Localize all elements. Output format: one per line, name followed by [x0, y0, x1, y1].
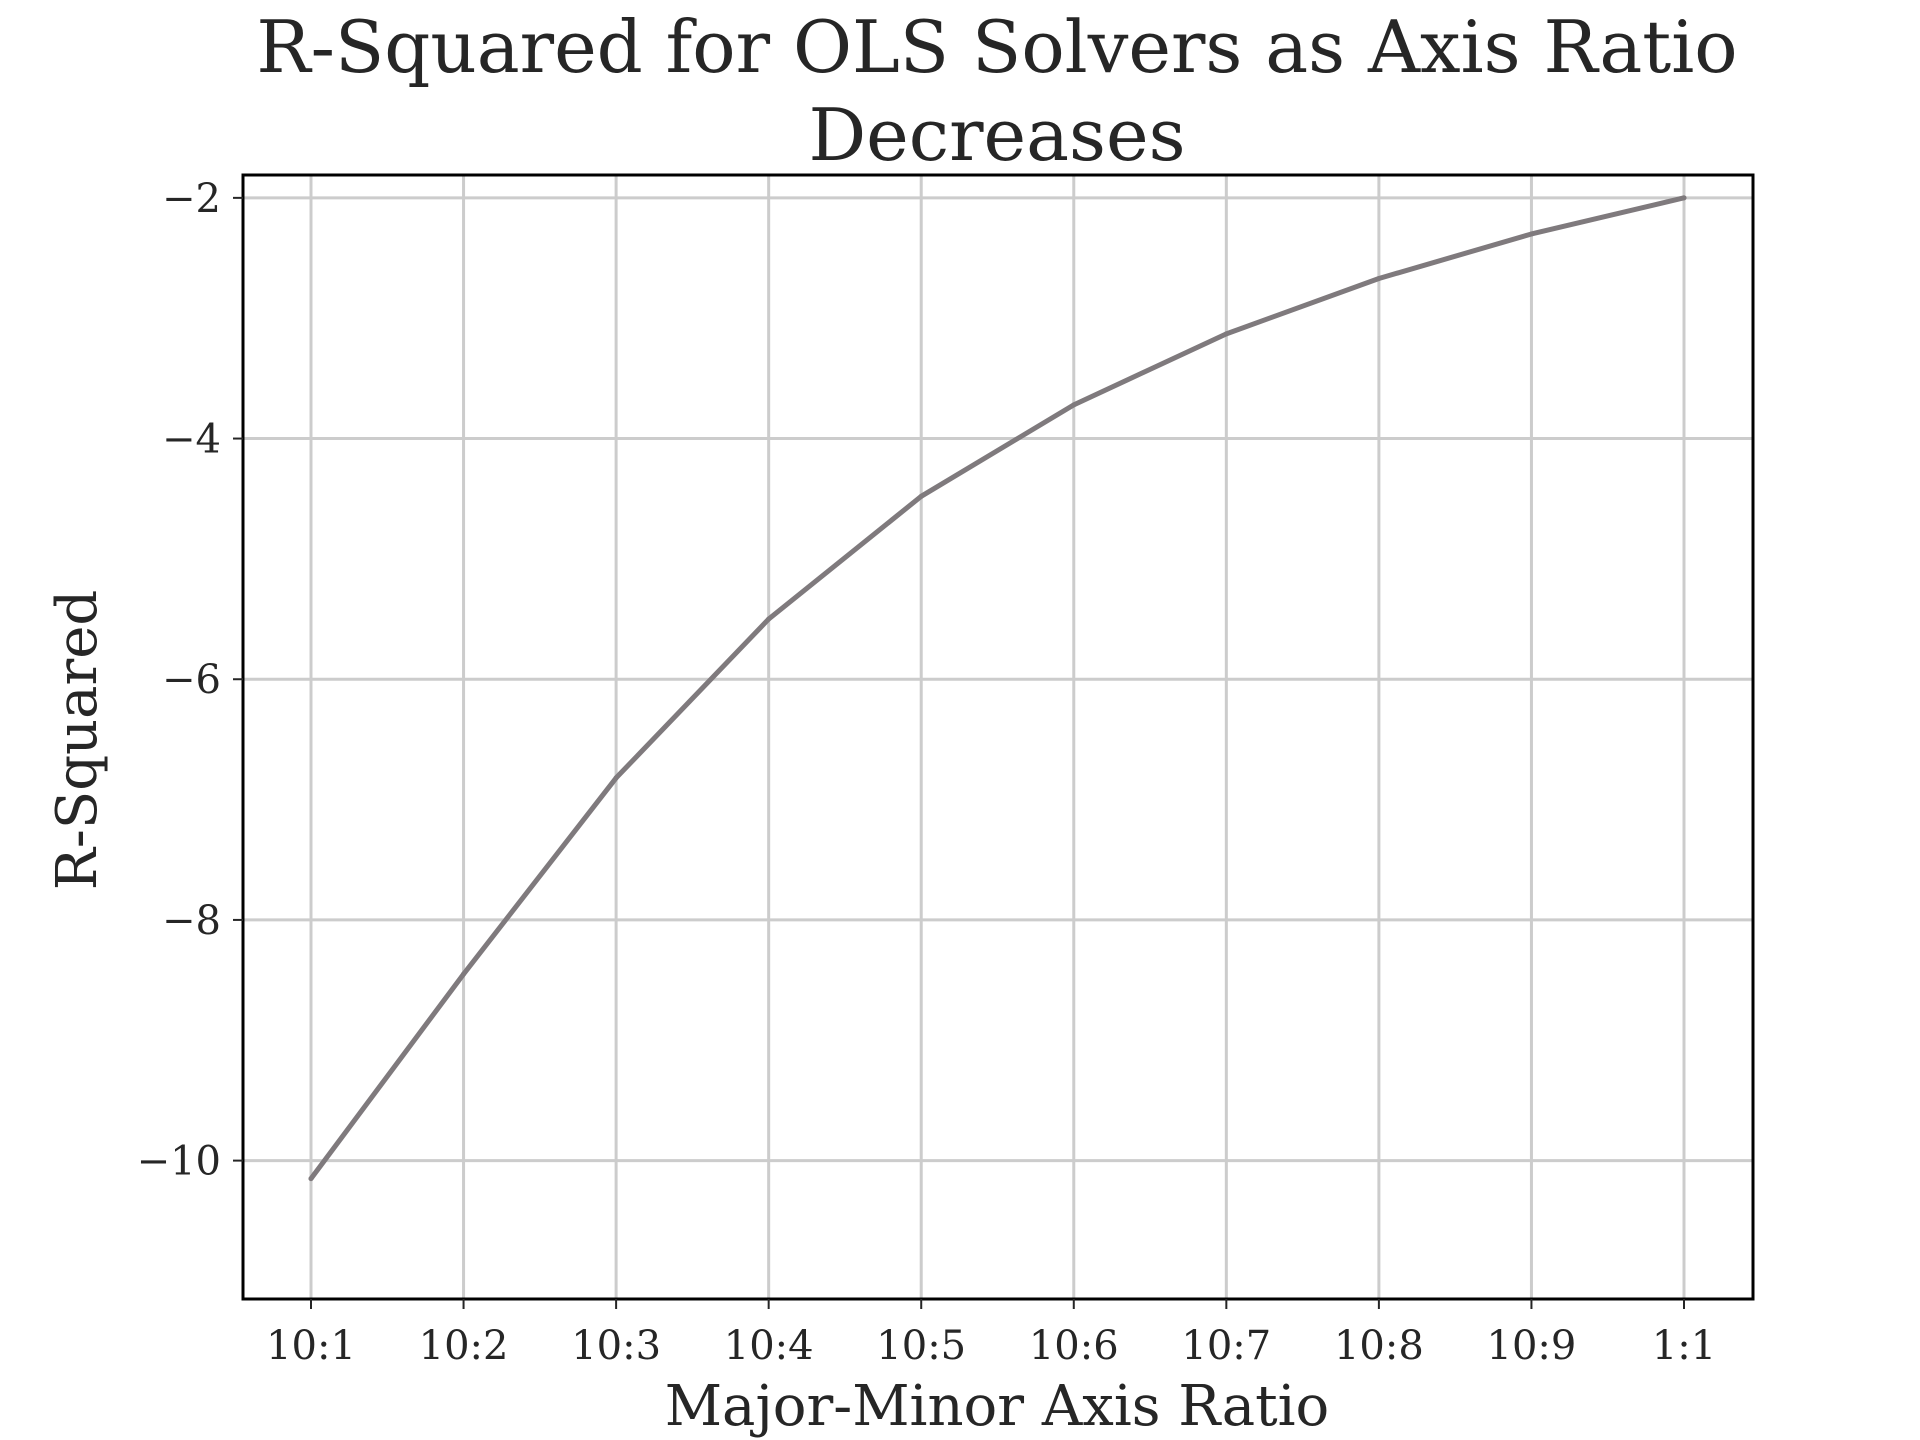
y-tick-label: −4	[162, 417, 221, 463]
x-tick-label: 10:5	[876, 1323, 966, 1369]
x-tick-label: 10:6	[1029, 1323, 1119, 1369]
data-point	[1223, 331, 1229, 337]
x-tick-label: 10:8	[1334, 1323, 1424, 1369]
x-tick-label: 10:4	[724, 1323, 814, 1369]
data-point	[918, 493, 924, 499]
x-tick-label: 10:3	[571, 1323, 661, 1369]
x-axis-ticks: 10:1 10:2 10:3 10:4 10:5 10:6 10:7 10:8 10:9 1:1	[266, 1299, 1716, 1369]
data-point	[1376, 275, 1382, 281]
x-tick-label: 1:1	[1652, 1323, 1716, 1369]
data-point	[766, 616, 772, 622]
x-tick-label: 10:9	[1487, 1323, 1577, 1369]
y-tick-label: −6	[162, 657, 221, 703]
x-tick-label: 10:1	[266, 1323, 356, 1369]
plot-area-frame	[241, 173, 1755, 1301]
chart-title-line-1: R-Squared for OLS Solvers as Axis Ratio	[256, 5, 1737, 89]
x-tick-label: 10:7	[1181, 1323, 1271, 1369]
grid	[243, 175, 1753, 1299]
x-axis-label: Major-Minor Axis Ratio	[665, 1374, 1330, 1439]
data-point	[1528, 231, 1534, 237]
data-point	[1071, 402, 1077, 408]
series-layer	[308, 195, 1687, 1182]
y-tick-label: −8	[162, 898, 221, 944]
y-tick-label: −10	[137, 1139, 221, 1185]
y-tick-label: −2	[162, 176, 221, 222]
data-point	[461, 971, 467, 977]
data-point	[613, 775, 619, 781]
y-axis-label: R-Squared	[45, 590, 110, 891]
chart-title-line-2: Decreases	[808, 93, 1185, 177]
x-tick-label: 10:2	[419, 1323, 509, 1369]
series-line-0	[308, 195, 1687, 1182]
y-axis-ticks: −10 −8 −6 −4 −2	[137, 176, 243, 1185]
data-point	[308, 1176, 314, 1182]
data-point	[1681, 195, 1687, 201]
